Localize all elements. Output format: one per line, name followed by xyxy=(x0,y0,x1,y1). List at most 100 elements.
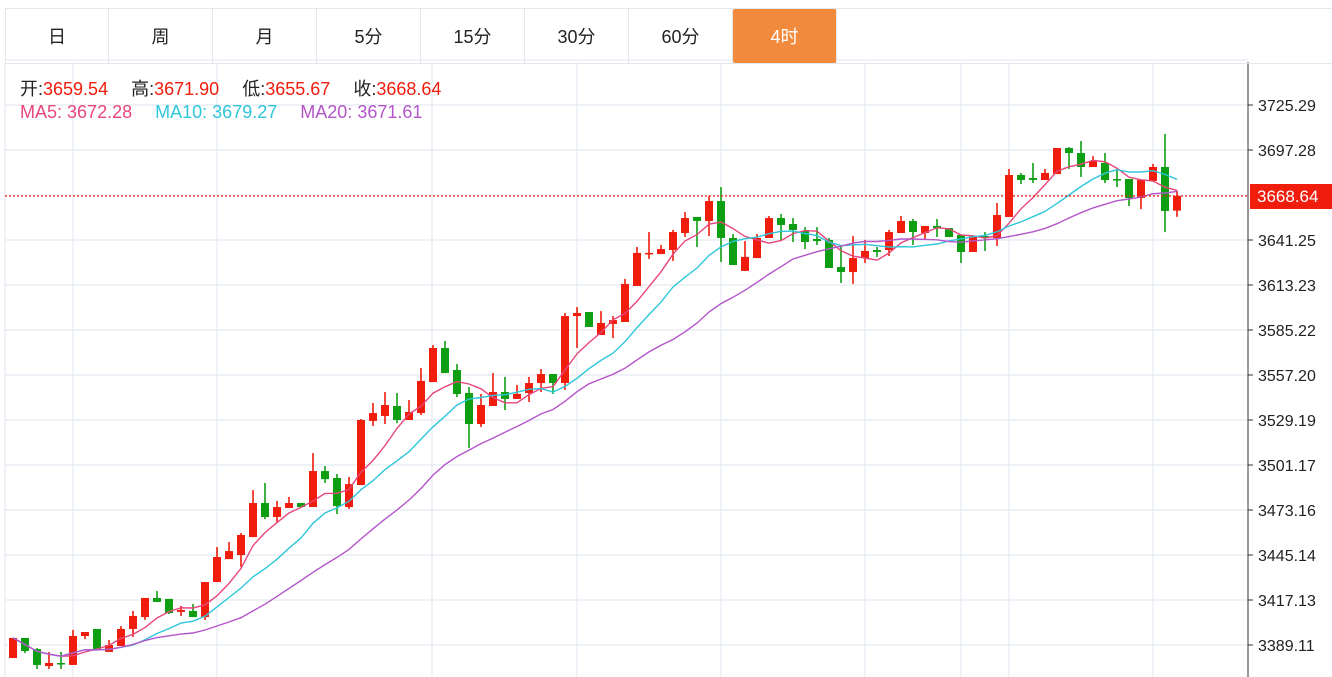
tab-day[interactable]: 日 xyxy=(5,9,109,63)
candle-body xyxy=(837,267,845,273)
candle-body xyxy=(333,477,341,507)
candle-body xyxy=(225,551,233,560)
candle-body xyxy=(945,228,953,238)
candle-body xyxy=(117,628,125,646)
candle-body xyxy=(429,348,437,383)
candle-body xyxy=(561,316,569,384)
candle-body xyxy=(261,503,269,517)
candle-body xyxy=(129,615,137,629)
candle-body xyxy=(969,236,977,252)
candle-body xyxy=(417,380,425,414)
candle-body xyxy=(861,250,869,259)
candle-body xyxy=(489,392,497,407)
tab-60min[interactable]: 60分 xyxy=(629,9,733,63)
candle-body xyxy=(657,249,665,255)
ma5-legend: MA5: 3672.28 xyxy=(20,102,132,122)
tab-15min[interactable]: 15分 xyxy=(421,9,525,63)
candle-body xyxy=(1041,172,1049,180)
candle-body xyxy=(309,471,317,508)
candle-body xyxy=(729,237,737,265)
candle-body xyxy=(1137,179,1145,198)
candle-body xyxy=(45,663,53,667)
candle-body xyxy=(249,503,257,538)
candle-body xyxy=(645,252,653,255)
candle-body xyxy=(1053,148,1061,175)
ma5-label: MA5: xyxy=(20,102,63,122)
tab-30min[interactable]: 30分 xyxy=(525,9,629,63)
candle-body xyxy=(1029,178,1037,180)
candle-body xyxy=(393,406,401,420)
low-label: 低: xyxy=(242,79,266,99)
candle-body xyxy=(1161,166,1169,211)
candle-body xyxy=(849,258,857,273)
ma20-line xyxy=(12,190,1178,657)
y-tick-label: 3641.25 xyxy=(1258,233,1316,250)
candle-body xyxy=(933,225,941,229)
tab-week[interactable]: 周 xyxy=(109,9,213,63)
candle-body xyxy=(549,374,557,384)
candle-body xyxy=(777,218,785,225)
candle-body xyxy=(1149,166,1157,181)
candle-body xyxy=(285,503,293,509)
candle-body xyxy=(213,556,221,583)
candle-body xyxy=(1065,148,1073,154)
candle-body xyxy=(81,632,89,637)
candle-body xyxy=(1113,179,1121,181)
open-value: 3659.54 xyxy=(43,79,109,99)
tab-month[interactable]: 月 xyxy=(213,9,317,63)
ma10-label: MA10: xyxy=(155,102,208,122)
ma10-line xyxy=(12,168,1178,657)
candle-body xyxy=(33,649,41,665)
candle-body xyxy=(297,503,305,508)
candle-body xyxy=(765,218,773,238)
y-tick-label: 3389.11 xyxy=(1258,638,1315,655)
candle-body xyxy=(405,411,413,420)
candle-body xyxy=(957,234,965,252)
ma5-line xyxy=(12,159,1178,657)
candle-body xyxy=(321,471,329,480)
candle-body xyxy=(693,216,701,221)
tab-5min[interactable]: 5分 xyxy=(317,9,421,63)
candle-body xyxy=(369,413,377,421)
candle-body xyxy=(741,256,749,271)
candle-body xyxy=(789,224,797,230)
high-value: 3671.90 xyxy=(154,79,220,99)
current-price-label: 3668.64 xyxy=(1257,187,1318,206)
close-value: 3668.64 xyxy=(376,79,442,99)
candle-body xyxy=(153,597,161,602)
candle-body xyxy=(381,405,389,416)
y-tick-label: 3529.19 xyxy=(1258,413,1316,430)
candle-body xyxy=(201,582,209,618)
ma-info: MA5: 3672.28 MA10: 3679.27 MA20: 3671.61 xyxy=(20,102,440,123)
candle-body xyxy=(357,419,365,486)
candle-body xyxy=(897,220,905,234)
candle-body xyxy=(1077,153,1085,167)
y-tick-label: 3417.13 xyxy=(1258,593,1316,610)
current-price-tag xyxy=(1250,183,1332,209)
candle-body xyxy=(717,201,725,238)
y-tick-label: 3501.17 xyxy=(1258,458,1316,475)
candle-body xyxy=(633,252,641,287)
candle-body xyxy=(537,374,545,384)
candle-body xyxy=(669,232,677,251)
candle-body xyxy=(177,609,185,612)
y-tick-label: 3585.22 xyxy=(1258,323,1316,340)
candle-body xyxy=(69,636,77,665)
candle-body xyxy=(1101,162,1109,180)
ma5-value: 3672.28 xyxy=(67,102,133,122)
candle-body xyxy=(621,283,629,322)
candle-body xyxy=(1125,179,1133,198)
period-tabs: 日 周 月 5分 15分 30分 60分 4时 xyxy=(5,8,1332,64)
close-label: 收: xyxy=(353,79,377,99)
candle-body xyxy=(1017,175,1025,180)
candle-body xyxy=(681,218,689,234)
candle-body xyxy=(465,392,473,424)
candle-body xyxy=(165,598,173,614)
candle-body xyxy=(813,238,821,242)
candle-body xyxy=(513,393,521,399)
tab-4hour[interactable]: 4时 xyxy=(733,9,837,63)
ma20-value: 3671.61 xyxy=(357,102,423,122)
ma10-value: 3679.27 xyxy=(212,102,278,122)
y-tick-label: 3445.14 xyxy=(1258,548,1316,565)
